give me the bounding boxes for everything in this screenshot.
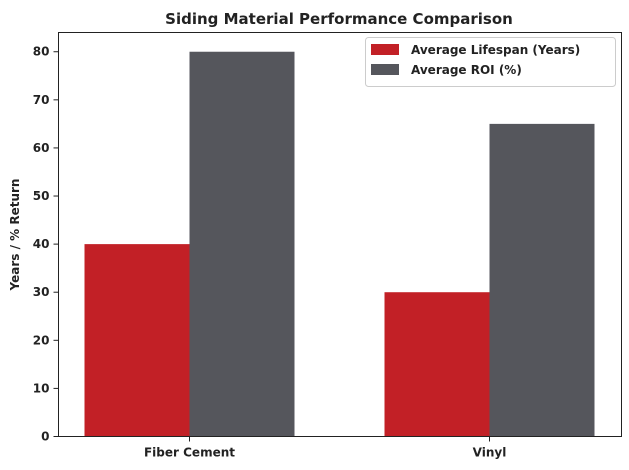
y-axis: 0 10 20 30 40 50 60 70 80: [33, 45, 59, 444]
y-tick-label: 0: [41, 430, 49, 444]
y-tick-label: 80: [33, 45, 50, 59]
chart-title: Siding Material Performance Comparison: [165, 10, 513, 28]
x-tick-label: Fiber Cement: [144, 446, 235, 460]
bar-fiber-cement-series-2: [189, 51, 295, 437]
plot-frame: [58, 32, 622, 437]
legend-label: Average Lifespan (Years): [411, 43, 580, 57]
bar-vinyl-series-1: [384, 292, 490, 437]
y-tick-label: 70: [33, 93, 50, 107]
bar-vinyl-series-2: [489, 123, 595, 437]
legend-box: [365, 37, 616, 87]
legend-swatch: [371, 44, 399, 55]
x-tick-label: Vinyl: [473, 446, 507, 460]
x-axis: Fiber Cement Vinyl: [144, 436, 507, 460]
y-tick-label: 50: [33, 189, 50, 203]
y-tick-label: 40: [33, 237, 50, 251]
y-axis-label: Years / % Return: [8, 179, 22, 292]
bar-fiber-cement-series-1: [84, 244, 190, 437]
bars-group: [84, 51, 595, 437]
legend: Average Lifespan (Years) Average ROI (%): [365, 37, 616, 87]
y-tick-label: 30: [33, 285, 50, 299]
legend-swatch: [371, 64, 399, 75]
y-tick-label: 10: [33, 381, 50, 395]
legend-label: Average ROI (%): [411, 63, 522, 77]
y-tick-label: 20: [33, 333, 50, 347]
plot-border: [58, 32, 622, 437]
y-tick-label: 60: [33, 141, 50, 155]
